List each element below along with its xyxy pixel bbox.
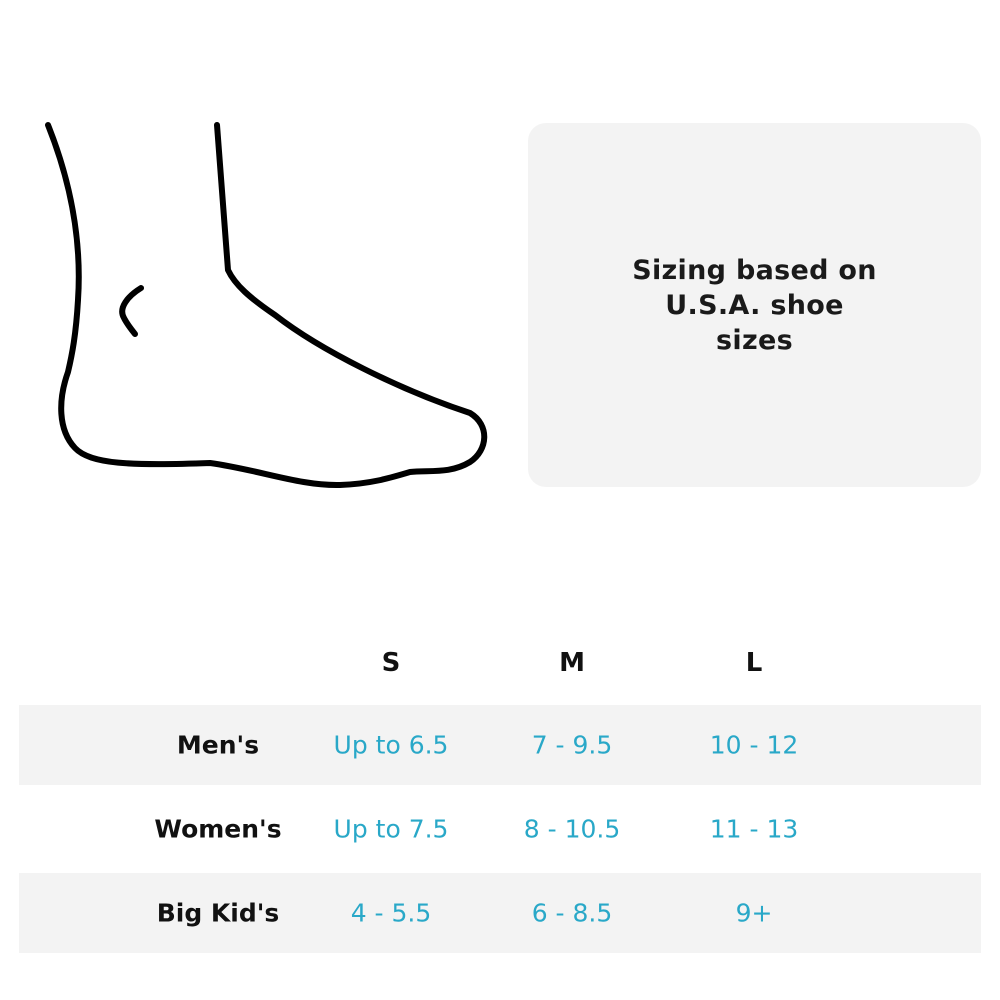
ankle-bone-mark	[119, 285, 144, 337]
row-label: Big Kid's	[156, 898, 280, 928]
header-l: L	[745, 648, 763, 678]
size-l: 10 - 12	[709, 730, 799, 760]
size-m: 7 - 9.5	[531, 730, 613, 760]
size-m: 6 - 8.5	[531, 898, 613, 928]
size-l: 9+	[735, 898, 773, 928]
sizing-note: Sizing based on U.S.A. shoe sizes	[632, 254, 877, 356]
row-label: Men's	[176, 730, 260, 760]
table-row-big-kids: Big Kid's 4 - 5.5 6 - 8.5 9+	[19, 873, 981, 953]
sizing-note-panel: Sizing based on U.S.A. shoe sizes	[528, 123, 981, 487]
header-s: S	[381, 648, 401, 678]
foot-outline	[45, 122, 488, 489]
foot-illustration	[45, 122, 488, 489]
size-s: 4 - 5.5	[350, 898, 432, 928]
table-row-mens: Men's Up to 6.5 7 - 9.5 10 - 12	[19, 705, 981, 785]
size-s: Up to 6.5	[333, 730, 449, 760]
row-label: Women's	[154, 814, 282, 844]
size-m: 8 - 10.5	[523, 814, 621, 844]
size-s: Up to 7.5	[333, 814, 449, 844]
table-row-womens: Women's Up to 7.5 8 - 10.5 11 - 13	[19, 789, 981, 869]
header-m: M	[559, 648, 585, 678]
size-l: 11 - 13	[709, 814, 799, 844]
